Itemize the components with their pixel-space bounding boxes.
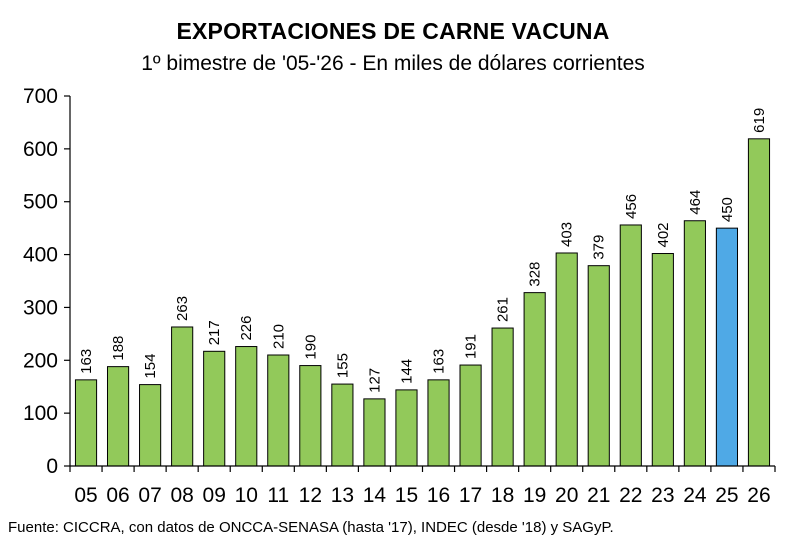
x-tick-label: 22	[619, 484, 642, 507]
data-labels: 163 188 154 263 217 226 210 190 155 127 144 163 191 2…	[78, 108, 768, 393]
data-label: 263	[174, 296, 191, 321]
x-tick-label: 26	[747, 484, 770, 507]
x-tick-label: 20	[555, 484, 578, 507]
data-label: 450	[719, 197, 736, 222]
x-tick-label: 14	[363, 484, 387, 507]
data-label: 191	[463, 334, 480, 359]
data-label: 190	[302, 335, 319, 360]
y-tick-label: 700	[23, 85, 58, 108]
x-tick-label: 12	[299, 484, 322, 507]
x-tick-label: 16	[427, 484, 450, 507]
bar-23	[651, 253, 674, 467]
x-tick-label: 10	[235, 484, 258, 507]
y-tick-label: 600	[23, 138, 58, 161]
data-label: 163	[78, 349, 95, 374]
data-label: 261	[495, 297, 512, 322]
data-label: 619	[751, 108, 768, 133]
x-tick-label: 13	[331, 484, 354, 507]
x-tick-label: 21	[587, 484, 610, 507]
x-tick-label: 23	[651, 484, 674, 507]
data-label: 456	[623, 194, 640, 219]
bar-25	[715, 227, 739, 467]
data-label: 144	[398, 359, 415, 384]
y-tick-label: 0	[46, 455, 58, 478]
data-label: 210	[270, 324, 287, 349]
bar-24	[683, 220, 706, 467]
y-tick-label: 500	[23, 191, 58, 214]
data-label: 226	[238, 316, 255, 341]
bar-07	[139, 384, 162, 467]
x-tick-label: 05	[74, 484, 97, 507]
x-tick-label: 17	[459, 484, 482, 507]
x-tick-label: 07	[138, 484, 161, 507]
bar-08	[171, 326, 194, 467]
data-label: 127	[366, 368, 383, 393]
bar-06	[106, 366, 130, 467]
data-label: 163	[431, 349, 448, 374]
source-note: Fuente: CICCRA, con datos de ONCCA-SENAS…	[8, 519, 614, 536]
bar-09	[203, 350, 226, 467]
data-label: 379	[591, 235, 608, 260]
x-tick-label: 24	[683, 484, 707, 507]
data-label: 155	[334, 353, 351, 378]
data-label: 188	[110, 336, 127, 361]
x-tick-label: 08	[170, 484, 193, 507]
data-label: 402	[655, 222, 672, 247]
y-tick-label: 200	[23, 349, 58, 372]
x-axis: 05 06 07 08 09 10 11 12 13 14 15 16 17 18 19 20 21 22 23 24…	[69, 465, 776, 507]
bar-11	[267, 354, 290, 467]
y-tick-label: 100	[23, 402, 58, 425]
chart-subtitle: 1º bimestre de '05-'26 - En miles de dól…	[141, 52, 645, 75]
bar-05	[74, 379, 98, 467]
data-label: 154	[142, 354, 159, 379]
x-tick-label: 11	[267, 484, 289, 507]
x-tick-label: 09	[203, 484, 226, 507]
data-label: 464	[687, 190, 704, 215]
y-axis: 0 100 200 300 400 500 600 700	[23, 85, 71, 478]
bar-19	[523, 292, 546, 467]
bar-14	[363, 398, 386, 467]
data-label: 217	[206, 320, 223, 345]
bar-16	[427, 379, 450, 467]
bar-17	[459, 364, 482, 467]
bar-18	[491, 327, 514, 467]
x-tick-label: 18	[491, 484, 514, 507]
bar-10	[235, 346, 258, 467]
x-tick-label: 25	[715, 484, 738, 507]
bar-26	[747, 138, 771, 467]
x-tick-label: 15	[395, 484, 418, 507]
data-label: 403	[559, 222, 576, 247]
bars	[74, 138, 771, 467]
y-tick-label: 300	[23, 296, 58, 319]
bar-21	[587, 265, 610, 467]
y-tick-label: 400	[23, 244, 58, 267]
x-tick-label: 19	[523, 484, 546, 507]
bar-22	[619, 224, 642, 467]
bar-12	[299, 365, 322, 467]
data-label: 328	[527, 262, 544, 287]
bar-15	[395, 389, 418, 467]
bar-20	[555, 252, 578, 467]
chart-title: EXPORTACIONES DE CARNE VACUNA	[176, 18, 610, 44]
x-tick-label: 06	[106, 484, 129, 507]
bar-13	[331, 383, 354, 467]
